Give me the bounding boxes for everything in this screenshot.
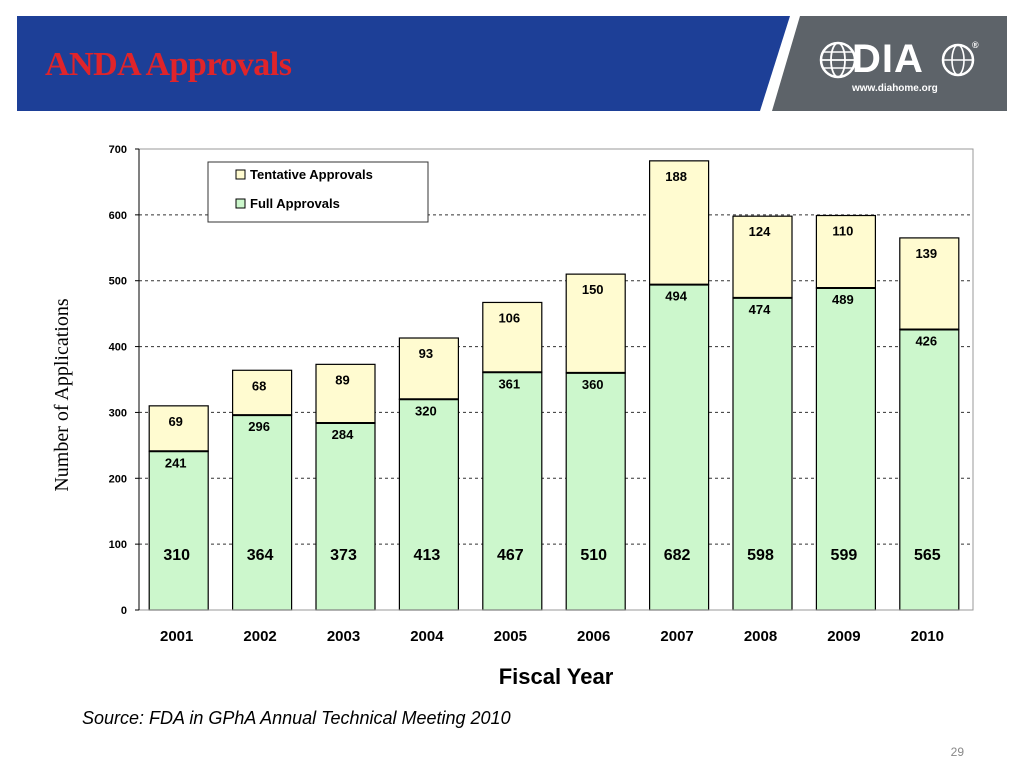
page-number: 29	[950, 745, 964, 759]
data-label-total: 510	[580, 547, 607, 564]
data-label-full: 474	[749, 302, 771, 317]
data-label-tentative: 150	[582, 282, 604, 297]
x-tick-label: 2007	[660, 628, 693, 645]
data-label-tentative: 93	[419, 346, 433, 361]
bar-full-approvals	[148, 450, 209, 611]
data-label-full: 360	[582, 377, 604, 392]
data-label-total: 373	[330, 547, 357, 564]
x-tick-label: 2002	[243, 628, 276, 645]
axes: 0 100 200 300 400 500 600 700 2001 2002 2003 2004 20…	[109, 144, 974, 645]
y-tick-label: 200	[109, 473, 127, 485]
data-label-total: 565	[914, 547, 941, 564]
y-tick-label: 100	[109, 539, 127, 551]
data-label-total: 413	[414, 547, 441, 564]
bar-tentative-approvals	[398, 337, 459, 400]
x-tick-label: 2009	[827, 628, 860, 645]
bar-tentative-approvals	[232, 369, 293, 416]
source-note: Source: FDA in GPhA Annual Technical Mee…	[82, 708, 511, 728]
data-label-tentative: 68	[252, 378, 266, 393]
y-tick-label: 600	[109, 210, 127, 222]
x-tick-label: 2008	[744, 628, 777, 645]
chart-container: 241 69 310 296 68 364 284 89 373 320 93 413 361 106 46…	[0, 120, 1024, 700]
globe-icon	[819, 41, 857, 79]
y-tick-label: 0	[121, 605, 127, 617]
data-label-full: 494	[665, 289, 687, 304]
y-tick-label: 500	[109, 276, 127, 288]
x-tick-label: 2010	[911, 628, 944, 645]
data-label-full: 284	[332, 427, 354, 442]
bars: 241 69 310 296 68 364 284 89 373 320 93 413 361 106 46…	[148, 160, 960, 611]
data-label-tentative: 69	[168, 414, 182, 429]
bar-tentative-approvals	[565, 273, 626, 374]
y-tick-label: 400	[109, 342, 127, 354]
bar-full-approvals	[899, 328, 960, 611]
bar-full-approvals	[315, 422, 376, 611]
logo-wordmark: DIA	[852, 37, 924, 81]
logo-registered-mark: ®	[972, 40, 979, 50]
legend-swatch	[235, 198, 246, 209]
bar-tentative-approvals	[648, 160, 710, 286]
bar-full-approvals	[648, 284, 710, 611]
logo-url: www.diahome.org	[852, 83, 938, 94]
x-tick-label: 2003	[327, 628, 360, 645]
x-tick-label: 2004	[410, 628, 444, 645]
data-label-tentative: 89	[335, 372, 349, 387]
x-axis-label: Fiscal Year	[499, 664, 614, 689]
bar-full-approvals	[482, 371, 543, 611]
bar-tentative-approvals	[815, 214, 877, 289]
bar-full-approvals	[398, 398, 459, 611]
y-tick-label: 300	[109, 407, 127, 419]
bar-tentative-approvals	[899, 237, 960, 331]
data-label-full: 241	[165, 455, 187, 470]
data-label-total: 467	[497, 547, 524, 564]
data-label-tentative: 110	[832, 224, 853, 239]
data-label-total: 364	[247, 547, 274, 564]
legend-entry: Full Approvals	[250, 196, 340, 211]
bar-full-approvals	[565, 372, 626, 611]
bar-tentative-approvals	[732, 215, 793, 299]
data-label-full: 361	[498, 376, 520, 391]
bar-tentative-approvals	[148, 405, 209, 452]
slide-title: ANDA Approvals	[45, 46, 292, 83]
data-label-tentative: 139	[915, 246, 937, 261]
data-label-tentative: 106	[498, 310, 520, 325]
data-label-total: 310	[163, 547, 190, 564]
data-label-total: 599	[831, 547, 858, 564]
bar-tentative-approvals	[315, 363, 376, 424]
y-axis-label: Number of Applications	[51, 298, 73, 492]
data-label-full: 489	[832, 292, 854, 307]
bar-tentative-approvals	[482, 301, 543, 373]
logo-panel	[760, 16, 1007, 111]
bar-full-approvals	[815, 287, 877, 611]
y-tick-label: 700	[109, 144, 127, 156]
data-label-total: 682	[664, 547, 691, 564]
data-label-tentative: 124	[749, 224, 771, 239]
x-tick-label: 2005	[494, 628, 527, 645]
bar-full-approvals	[232, 414, 293, 611]
data-label-full: 296	[248, 419, 270, 434]
legend-swatch	[235, 169, 246, 180]
data-label-total: 598	[747, 547, 774, 564]
data-label-full: 426	[915, 333, 937, 348]
x-tick-label: 2001	[160, 628, 193, 645]
x-tick-label: 2006	[577, 628, 610, 645]
data-label-full: 320	[415, 403, 437, 418]
legend: Tentative Approvals Full Approvals	[207, 161, 429, 223]
stacked-bar-chart: 241 69 310 296 68 364 284 89 373 320 93 413 361 106 46…	[51, 144, 974, 689]
globe-icon-right	[941, 43, 975, 77]
legend-entry: Tentative Approvals	[250, 167, 373, 182]
data-label-tentative: 188	[665, 169, 687, 184]
